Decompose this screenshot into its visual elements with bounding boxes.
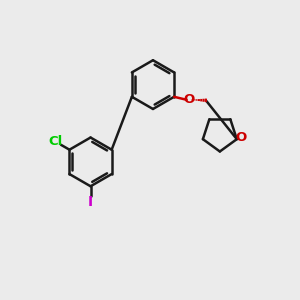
Text: I: I (88, 195, 93, 209)
Text: O: O (235, 131, 247, 145)
Text: O: O (183, 93, 194, 106)
Text: Cl: Cl (48, 135, 62, 148)
